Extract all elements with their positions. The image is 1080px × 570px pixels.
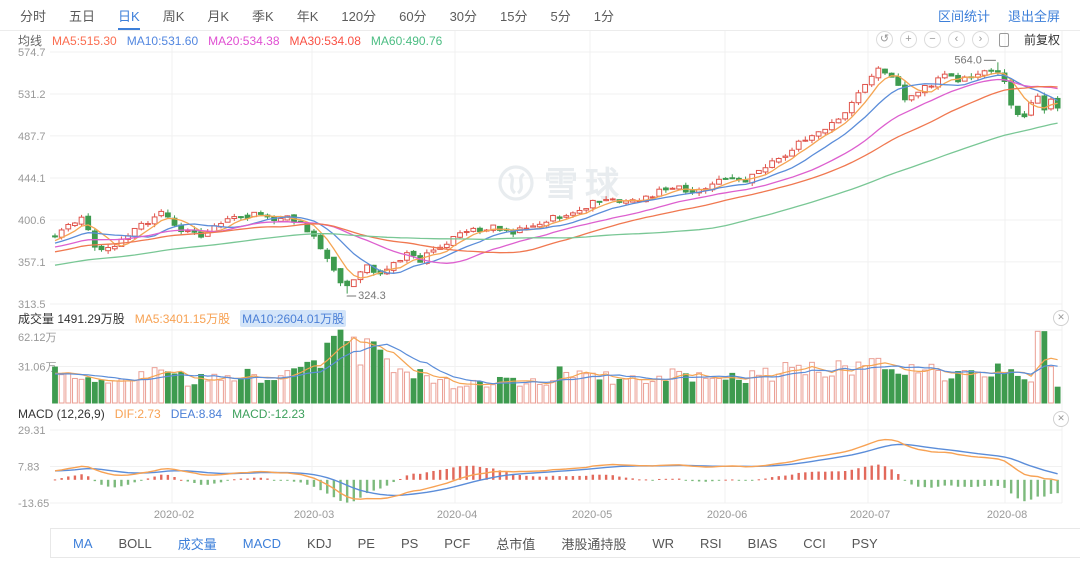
indicator-tab-ps[interactable]: PS [400, 535, 419, 551]
tab-quarterly-k[interactable]: 季K [252, 8, 274, 24]
svg-text:313.5: 313.5 [18, 299, 46, 311]
tab-daily-k[interactable]: 日K [118, 0, 140, 30]
indicator-tab-pcf[interactable]: PCF [444, 535, 471, 551]
svg-text:31.06万: 31.06万 [18, 362, 57, 374]
indicator-tab-marketcap[interactable]: 总市值 [496, 536, 536, 552]
tab-15min[interactable]: 15分 [500, 8, 528, 24]
period-toolbar: 分时 五日 日K 周K 月K 季K 年K 120分 60分 30分 15分 5分… [0, 0, 1080, 31]
svg-text:2020-07: 2020-07 [850, 509, 890, 521]
indicator-tab-volume[interactable]: 成交量 [177, 536, 217, 552]
svg-text:400.6: 400.6 [18, 215, 46, 227]
indicator-tab-kdj[interactable]: KDJ [307, 535, 332, 551]
indicator-tab-rsi[interactable]: RSI [700, 535, 722, 551]
close-volume-pane-button[interactable]: ✕ [1053, 310, 1069, 326]
range-stats-link[interactable]: 区间统计 [937, 8, 990, 24]
indicator-tab-psy[interactable]: PSY [851, 535, 878, 551]
pan-right-button[interactable]: › [971, 31, 989, 48]
svg-text:564.0: 564.0 [954, 54, 982, 66]
tab-weekly-k[interactable]: 周K [162, 8, 185, 24]
ma5-value: MA5:515.30 [52, 33, 117, 48]
svg-text:2020-05: 2020-05 [572, 509, 612, 521]
zoom-out-button[interactable]: − [923, 31, 941, 48]
indicator-tab-boll[interactable]: BOLL [118, 535, 152, 551]
ma-legend: 均线 MA5:515.30 MA10:531.60 MA20:534.38 MA… [18, 32, 442, 49]
ma30-value: MA30:534.08 [289, 33, 361, 48]
ma20-value: MA20:534.38 [208, 33, 280, 48]
volume-title: 成交量 1491.29万股 [18, 312, 125, 326]
svg-text:-13.65: -13.65 [18, 498, 49, 510]
svg-text:雪球: 雪球 [544, 166, 626, 204]
indicator-tab-wr[interactable]: WR [652, 535, 674, 551]
indicator-tabbar: MA BOLL 成交量 MACD KDJ PE PS PCF 总市值 港股通持股… [50, 528, 1080, 558]
indicator-tab-bias[interactable]: BIAS [747, 535, 778, 551]
svg-text:2020-06: 2020-06 [707, 509, 747, 521]
svg-text:62.12万: 62.12万 [18, 332, 57, 344]
indicator-tab-ma[interactable]: MA [73, 535, 93, 551]
screenshot-icon [999, 32, 1010, 47]
svg-text:7.83: 7.83 [18, 462, 39, 474]
tab-yearly-k[interactable]: 年K [296, 8, 319, 24]
volume-legend: 成交量 1491.29万股 MA5:3401.15万股 MA10:2604.01… [18, 310, 347, 327]
indicator-tab-cci[interactable]: CCI [803, 535, 826, 551]
macd-title: MACD (12,26,9) [18, 407, 105, 421]
volume-ma10-value: MA10:2604.01万股 [240, 310, 347, 327]
macd-value: MACD:-12.23 [232, 407, 305, 421]
macd-legend: MACD (12,26,9) DIF:2.73 DEA:8.84 MACD:-1… [18, 407, 305, 421]
tab-monthly-k[interactable]: 月K [207, 8, 230, 24]
zoom-in-button[interactable]: + [899, 31, 917, 48]
tab-1min[interactable]: 1分 [593, 8, 614, 24]
tab-timeshare[interactable]: 分时 [20, 8, 47, 24]
pan-left-button[interactable]: ‹ [947, 31, 965, 48]
svg-text:487.7: 487.7 [18, 131, 46, 143]
indicator-tab-macd[interactable]: MACD [242, 535, 282, 551]
indicator-tab-hkholding[interactable]: 港股通持股 [561, 536, 627, 552]
ma-legend-title: 均线 [18, 34, 43, 48]
dea-value: DEA:8.84 [170, 407, 223, 421]
svg-text:29.31: 29.31 [18, 425, 46, 437]
svg-text:324.3: 324.3 [358, 290, 386, 302]
exit-fullscreen-link[interactable]: 退出全屏 [1007, 8, 1060, 24]
screenshot-button[interactable] [996, 31, 1013, 48]
chart-controls: ↺ + − ‹ › 前复权 [875, 31, 1060, 48]
ma10-value: MA10:531.60 [126, 33, 199, 48]
svg-text:444.1: 444.1 [18, 173, 46, 185]
tab-5day[interactable]: 五日 [69, 8, 96, 24]
ma60-value: MA60:490.76 [370, 33, 443, 48]
svg-text:2020-02: 2020-02 [154, 509, 194, 521]
dif-value: DIF:2.73 [114, 407, 161, 421]
adjust-mode-button[interactable]: 前复权 [1023, 33, 1060, 47]
svg-text:357.1: 357.1 [18, 257, 46, 269]
tab-30min[interactable]: 30分 [449, 8, 478, 24]
svg-text:531.2: 531.2 [18, 89, 46, 101]
reset-zoom-button[interactable]: ↺ [875, 31, 893, 48]
close-macd-pane-button[interactable]: ✕ [1053, 411, 1069, 427]
tab-120min[interactable]: 120分 [341, 8, 377, 24]
svg-text:574.7: 574.7 [18, 47, 46, 59]
volume-ma5-value: MA5:3401.15万股 [134, 312, 231, 326]
tab-5min[interactable]: 5分 [550, 8, 571, 24]
svg-text:2020-04: 2020-04 [437, 509, 477, 521]
svg-text:2020-03: 2020-03 [294, 509, 334, 521]
tab-60min[interactable]: 60分 [399, 8, 427, 24]
indicator-tab-pe[interactable]: PE [357, 535, 375, 551]
svg-text:2020-08: 2020-08 [987, 509, 1027, 521]
